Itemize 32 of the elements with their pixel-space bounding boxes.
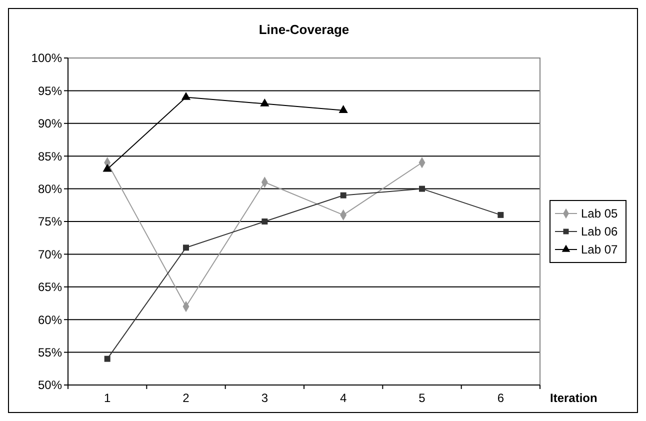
point [183,244,189,251]
x-tick-label: 4 [340,391,347,405]
y-tick-label: 100% [31,51,62,66]
y-tick-label: 90% [38,116,62,131]
x-tick-label: 1 [104,391,111,405]
point [419,186,425,192]
y-tick-label: 70% [38,247,62,262]
legend-label: Lab 06 [581,224,618,239]
point [260,98,270,106]
point [104,356,110,362]
x-tick-label: 3 [261,391,268,405]
point [181,92,191,100]
y-tick-label: 95% [38,84,62,98]
y-tick-label: 60% [38,312,62,327]
legend-label: Lab 05 [581,206,618,221]
y-tick-label: 85% [38,149,62,164]
y-tick-label: 80% [38,182,62,196]
y-tick-label: 50% [38,378,62,392]
point [338,105,348,113]
point [102,164,112,172]
y-tick-label: 75% [38,214,62,229]
point [262,218,268,224]
y-tick-label: 65% [38,280,62,294]
point [340,192,346,198]
y-tick-label: 55% [38,346,62,360]
x-tick-label: 2 [182,391,190,405]
point [498,212,504,218]
x-tick-label: 6 [497,391,504,405]
x-axis-title: Iteration [550,391,598,405]
x-tick-label: 5 [418,391,426,405]
legend-label: Lab 07 [581,242,618,257]
chart-title: Line-Coverage [258,22,350,37]
